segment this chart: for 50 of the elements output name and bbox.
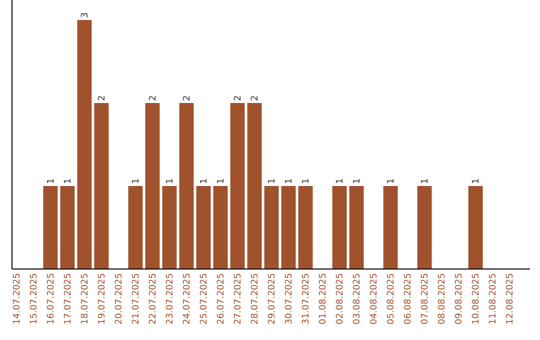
x-tick-label: 30.07.2025 (284, 273, 295, 325)
data-label: 1 (165, 178, 176, 184)
x-tick-label: 28.07.2025 (250, 273, 260, 325)
x-tick-label: 06.08.2025 (404, 273, 414, 325)
data-label: 2 (182, 95, 192, 101)
data-label: 1 (336, 178, 346, 184)
data-label: 1 (302, 178, 312, 184)
x-tick-label: 02.08.2025 (336, 273, 346, 325)
x-tick-label: 07.08.2025 (420, 273, 431, 325)
x-tick-label: 24.07.2025 (182, 273, 192, 325)
x-tick-label: 03.08.2025 (352, 273, 363, 325)
x-tick-label: 04.08.2025 (370, 273, 380, 325)
data-label: 2 (148, 95, 158, 101)
data-label: 1 (386, 178, 397, 184)
x-tick-label: 23.07.2025 (165, 273, 176, 325)
x-tick-label: 15.07.2025 (29, 273, 40, 325)
x-tick-label: 22.07.2025 (148, 273, 158, 325)
x-tick-label: 18.07.2025 (80, 273, 90, 325)
data-label: 1 (284, 178, 295, 184)
x-tick-label: 25.07.2025 (199, 273, 210, 325)
data-label: 2 (250, 95, 260, 101)
data-label: 1 (216, 178, 226, 184)
data-label: 3 (80, 12, 90, 18)
x-tick-label: 21.07.2025 (131, 273, 142, 325)
x-tick-label: 17.07.2025 (63, 273, 74, 325)
x-tick-label: 31.07.2025 (302, 273, 312, 325)
x-tick-label: 29.07.2025 (268, 273, 278, 325)
data-label: 2 (233, 95, 244, 101)
x-tick-label: 26.07.2025 (216, 273, 226, 325)
data-label: 2 (97, 95, 108, 101)
x-tick-label: 01.08.2025 (318, 273, 329, 325)
x-tick-label: 11.08.2025 (488, 273, 499, 325)
x-tick-label: 05.08.2025 (386, 273, 397, 325)
x-tick-label: 09.08.2025 (454, 273, 465, 325)
data-label: 1 (63, 178, 74, 184)
data-label: 1 (131, 178, 142, 184)
x-tick-label: 16.07.2025 (46, 273, 56, 325)
x-tick-label: 10.08.2025 (472, 273, 482, 325)
x-tick-label: 20.07.2025 (114, 273, 124, 325)
data-label: 1 (352, 178, 363, 184)
x-tick-label: 27.07.2025 (233, 273, 244, 325)
x-tick-label: 08.08.2025 (438, 273, 448, 325)
x-tick-label: 14.07.2025 (12, 273, 22, 325)
data-label: 1 (268, 178, 278, 184)
data-label: 1 (420, 178, 431, 184)
data-label: 1 (472, 178, 482, 184)
data-label: 1 (46, 178, 56, 184)
x-tick-label: 12.08.2025 (506, 273, 516, 325)
x-tick-label: 19.07.2025 (97, 273, 108, 325)
data-label: 1 (199, 178, 210, 184)
